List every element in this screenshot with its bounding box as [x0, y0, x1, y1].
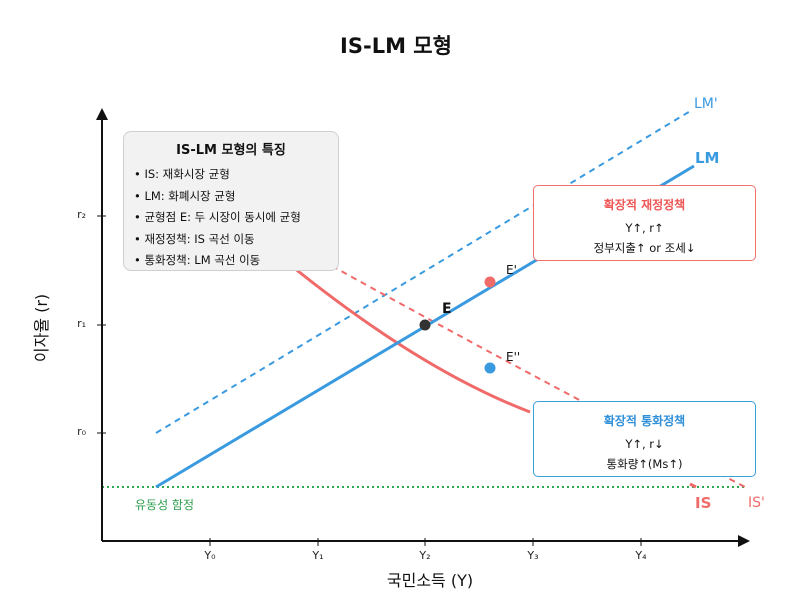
point-e-label: E: [442, 301, 452, 317]
y-tick-label: r₀: [77, 425, 86, 438]
is-label: IS: [695, 494, 712, 512]
x-tick-label: Y₀: [204, 549, 216, 562]
x-tick-label: Y₄: [635, 549, 647, 562]
x-axis-label: 국민소득 (Y): [386, 571, 474, 590]
lm-shifted-label: LM': [694, 96, 718, 112]
monetary-policy-effect: Y↑, r↓: [625, 437, 664, 451]
x-tick-label: Y₁: [312, 549, 324, 562]
fiscal-policy-effect: Y↑, r↑: [625, 221, 664, 235]
info-box-item: • IS: 재화시장 균형: [134, 167, 230, 181]
point-e-prime-label: E': [506, 263, 517, 277]
y-tick-label: r₂: [77, 208, 86, 221]
monetary-policy-tools: 통화량↑(Ms↑): [606, 457, 683, 471]
x-tick-label: Y₃: [527, 549, 539, 562]
info-box-item: • 통화정책: LM 곡선 이동: [134, 253, 261, 267]
y-axis-arrow: [96, 108, 108, 120]
x-tick-label: Y₂: [419, 549, 431, 562]
is-shifted-label: IS': [748, 495, 765, 511]
is-curve-tail: [689, 482, 697, 489]
monetary-policy-box: 확장적 통화정책 Y↑, r↓ 통화량↑(Ms↑): [533, 401, 756, 477]
fiscal-policy-tools: 정부지출↑ or 조세↓: [593, 241, 696, 255]
chart-title: IS-LM 모형: [340, 34, 452, 58]
info-box: IS-LM 모형의 특징 • IS: 재화시장 균형 • LM: 화폐시장 균형…: [123, 131, 339, 271]
x-axis-arrow: [738, 535, 750, 547]
info-box-item: • 재정정책: IS 곡선 이동: [134, 231, 255, 246]
point-e-marker: [419, 319, 431, 331]
y-axis-label: 이자율 (r): [32, 293, 51, 363]
y-tick-label: r₁: [77, 317, 86, 330]
liquidity-trap-label: 유동성 함정: [135, 498, 195, 512]
lm-label: LM: [695, 149, 720, 167]
info-box-title: IS-LM 모형의 특징: [176, 143, 286, 158]
lm-shifted-curve: [155, 109, 693, 434]
point-e-double-prime-label: E'': [506, 350, 521, 364]
info-box-item: • LM: 화폐시장 균형: [134, 188, 236, 203]
is-curve: [287, 261, 531, 414]
fiscal-policy-box: 확장적 재정정책 Y↑, r↑ 정부지출↑ or 조세↓: [533, 185, 756, 261]
info-box-list: • IS: 재화시장 균형 • LM: 화폐시장 균형 • 균형점 E: 두 시…: [124, 164, 338, 272]
point-e-double-prime-marker: [484, 362, 496, 374]
point-e-prime-marker: [484, 276, 496, 288]
fiscal-policy-title: 확장적 재정정책: [603, 198, 686, 212]
info-box-item: • 균형점 E: 두 시장이 동시에 균형: [134, 210, 301, 224]
monetary-policy-title: 확장적 통화정책: [603, 414, 686, 428]
